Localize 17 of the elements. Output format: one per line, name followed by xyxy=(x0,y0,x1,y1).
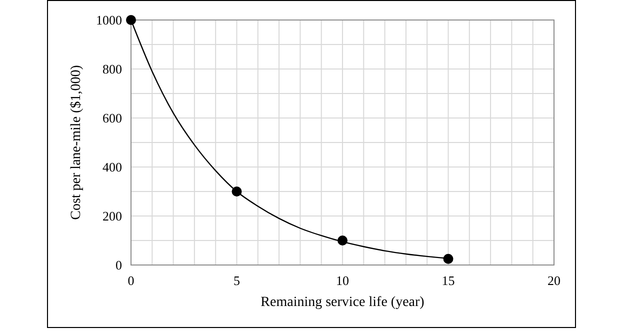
y-tick-label: 1000 xyxy=(96,12,122,28)
y-tick-label: 200 xyxy=(102,208,122,224)
point xyxy=(232,186,242,196)
y-tick-label: 0 xyxy=(116,258,122,272)
y-axis-title: Cost per lane-mile ($1,000) xyxy=(69,64,84,220)
x-axis-title: Remaining service life (year) xyxy=(260,295,425,310)
x-tick-label: 15 xyxy=(442,273,455,288)
point xyxy=(443,254,454,264)
y-tick-label: 800 xyxy=(102,62,122,76)
point xyxy=(338,236,348,246)
x-tick-label: 20 xyxy=(548,273,560,288)
x-tick-label: 10 xyxy=(336,273,349,288)
x-tick-label: 5 xyxy=(234,273,240,288)
x-tick-label: 0 xyxy=(128,273,134,288)
y-tick-label: 400 xyxy=(102,160,122,174)
point xyxy=(126,15,136,25)
y-tick-label: 600 xyxy=(102,110,122,126)
